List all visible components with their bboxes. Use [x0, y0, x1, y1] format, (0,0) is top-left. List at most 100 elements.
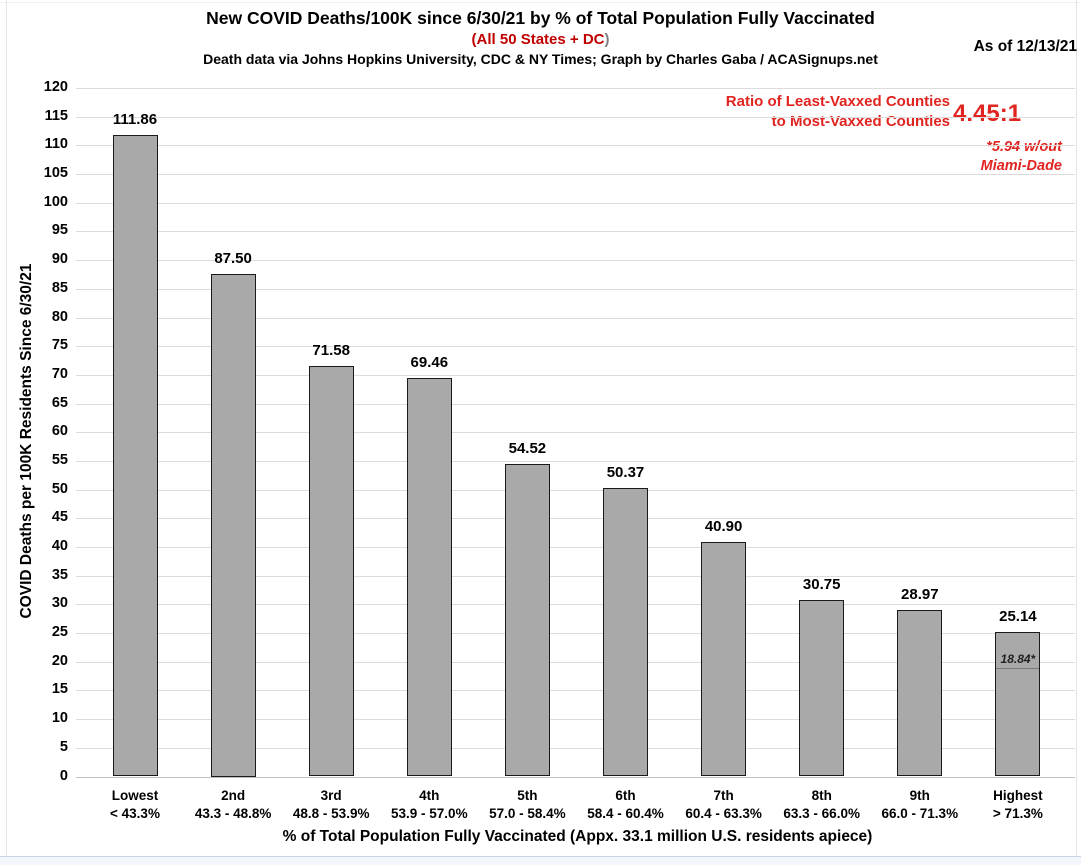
gridline: [76, 374, 1075, 376]
ratio-annotation-label: Ratio of Least-Vaxxed Counties to Most-V…: [726, 92, 950, 132]
gridline: [76, 145, 1075, 147]
y-tick-label: 25: [51, 624, 68, 641]
bar-value-label: 28.97: [901, 586, 939, 604]
gridline: [76, 518, 1075, 520]
page-edge-bottom-fill: [0, 857, 1081, 865]
page-edge-right: [1076, 0, 1077, 856]
x-tick-tier-label: Highest: [993, 788, 1043, 803]
y-tick-label: 120: [43, 79, 68, 95]
y-tick-label: 65: [51, 394, 68, 411]
y-tick-label: 10: [51, 710, 68, 727]
bar: [995, 632, 1041, 777]
gridline: [76, 690, 1075, 692]
bar-value-label: 40.90: [704, 517, 743, 535]
gridline: [76, 174, 1075, 176]
x-axis-title: % of Total Population Fully Vaccinated (…: [282, 828, 873, 845]
bar: [897, 610, 943, 777]
gridline: [76, 260, 1075, 262]
bar-value-label: 30.75: [802, 576, 841, 594]
y-tick-label: 80: [51, 308, 68, 325]
y-tick-label: 90: [51, 251, 68, 268]
gridline: [76, 403, 1075, 405]
y-tick-label: 85: [51, 279, 68, 296]
bar: [603, 487, 648, 777]
x-tick-tier-label: Lowest: [111, 788, 159, 803]
ratio-annotation-footnote-line2: Miami-Dade: [980, 158, 1062, 174]
x-tick-tier-label: 3rd: [320, 788, 342, 803]
x-tick-range-label: 48.8 - 53.9%: [292, 806, 370, 821]
ratio-annotation-label-line1: Ratio of Least-Vaxxed Counties: [725, 93, 950, 110]
gridline: [76, 747, 1075, 749]
bar-value-label: 111.86: [112, 110, 158, 128]
y-tick-label: 60: [51, 423, 68, 440]
x-tick-range-label: 43.3 - 48.8%: [194, 806, 272, 821]
gridline: [76, 116, 1075, 118]
ratio-annotation-footnote: *5.94 w/out Miami-Dade: [981, 138, 1062, 176]
gridline: [76, 346, 1075, 348]
x-tick-tier-label: 7th: [713, 788, 734, 803]
gridline: [76, 432, 1075, 434]
as-of-date: As of 12/13/21: [973, 38, 1077, 55]
bar-value-label: 71.58: [312, 341, 350, 359]
y-tick-label: 70: [51, 365, 68, 382]
bar: [701, 541, 747, 777]
gridline: [76, 547, 1075, 548]
x-axis-line: [76, 776, 1075, 778]
chart-title: New COVID Deaths/100K since 6/30/21 by %…: [206, 8, 875, 28]
y-tick-label: 20: [51, 652, 68, 669]
x-tick-range-label: 60.4 - 63.3%: [685, 806, 762, 821]
gridline: [76, 633, 1075, 635]
bar-value-label: 25.14: [999, 608, 1037, 626]
bar: [308, 365, 354, 777]
chart-subtitle-paren: ): [604, 31, 610, 48]
gridline: [76, 202, 1075, 204]
x-tick-tier-label: 9th: [909, 788, 930, 803]
gridline: [76, 604, 1075, 606]
y-tick-label: 115: [44, 107, 68, 124]
x-tick-range-label: 58.4 - 60.4%: [587, 806, 664, 821]
gridline: [76, 317, 1075, 319]
bar: [406, 377, 452, 777]
y-tick-label: 30: [51, 595, 68, 612]
x-tick-tier-label: 5th: [517, 788, 538, 803]
x-tick-range-label: 63.3 - 66.0%: [783, 806, 860, 821]
chart-subtitle: (All 50 States + DC): [0, 31, 1081, 48]
gridline: [76, 288, 1075, 290]
ratio-annotation-label-line2: to Most-Vaxxed Counties: [771, 113, 950, 130]
bar: [210, 274, 256, 777]
y-tick-label: 5: [59, 738, 68, 755]
ratio-annotation-value: 4.45:1: [953, 100, 1022, 127]
y-tick-label: 15: [51, 681, 68, 698]
bar-value-label: 54.52: [508, 439, 547, 457]
y-tick-label: 50: [51, 480, 68, 497]
gridline: [76, 489, 1075, 491]
y-tick-label: 105: [43, 165, 68, 182]
page-edge-top: [0, 2, 1081, 3]
x-tick-range-label: 53.9 - 57.0%: [391, 806, 468, 821]
y-tick-label: 110: [44, 136, 68, 153]
gridline: [76, 231, 1075, 233]
x-tick-tier-label: 4th: [419, 788, 440, 803]
gridline: [76, 460, 1075, 462]
x-tick-tier-label: 8th: [811, 788, 832, 803]
bar-value-label: 87.50: [214, 250, 252, 268]
x-tick-range-label: < 43.3%: [110, 806, 160, 821]
gridline: [76, 88, 1075, 89]
ratio-annotation-footnote-line1: *5.94 w/out: [986, 139, 1062, 155]
chart-credit-line: Death data via Johns Hopkins University,…: [203, 51, 878, 67]
bar: [504, 463, 550, 777]
y-tick-label: 45: [51, 509, 68, 526]
x-tick-range-label: 66.0 - 71.3%: [881, 806, 959, 821]
bar-marker-line: [996, 668, 1040, 670]
gridline: [76, 661, 1075, 663]
gridline: [76, 575, 1075, 577]
page-edge-left: [6, 0, 7, 856]
x-tick-tier-label: 2nd: [221, 788, 246, 803]
bar-value-label: 69.46: [410, 353, 449, 371]
x-tick-range-label: 57.0 - 58.4%: [489, 806, 566, 821]
bar: [112, 134, 158, 777]
y-tick-label: 0: [59, 767, 68, 784]
gridline: [76, 719, 1075, 721]
y-tick-label: 100: [43, 193, 68, 210]
